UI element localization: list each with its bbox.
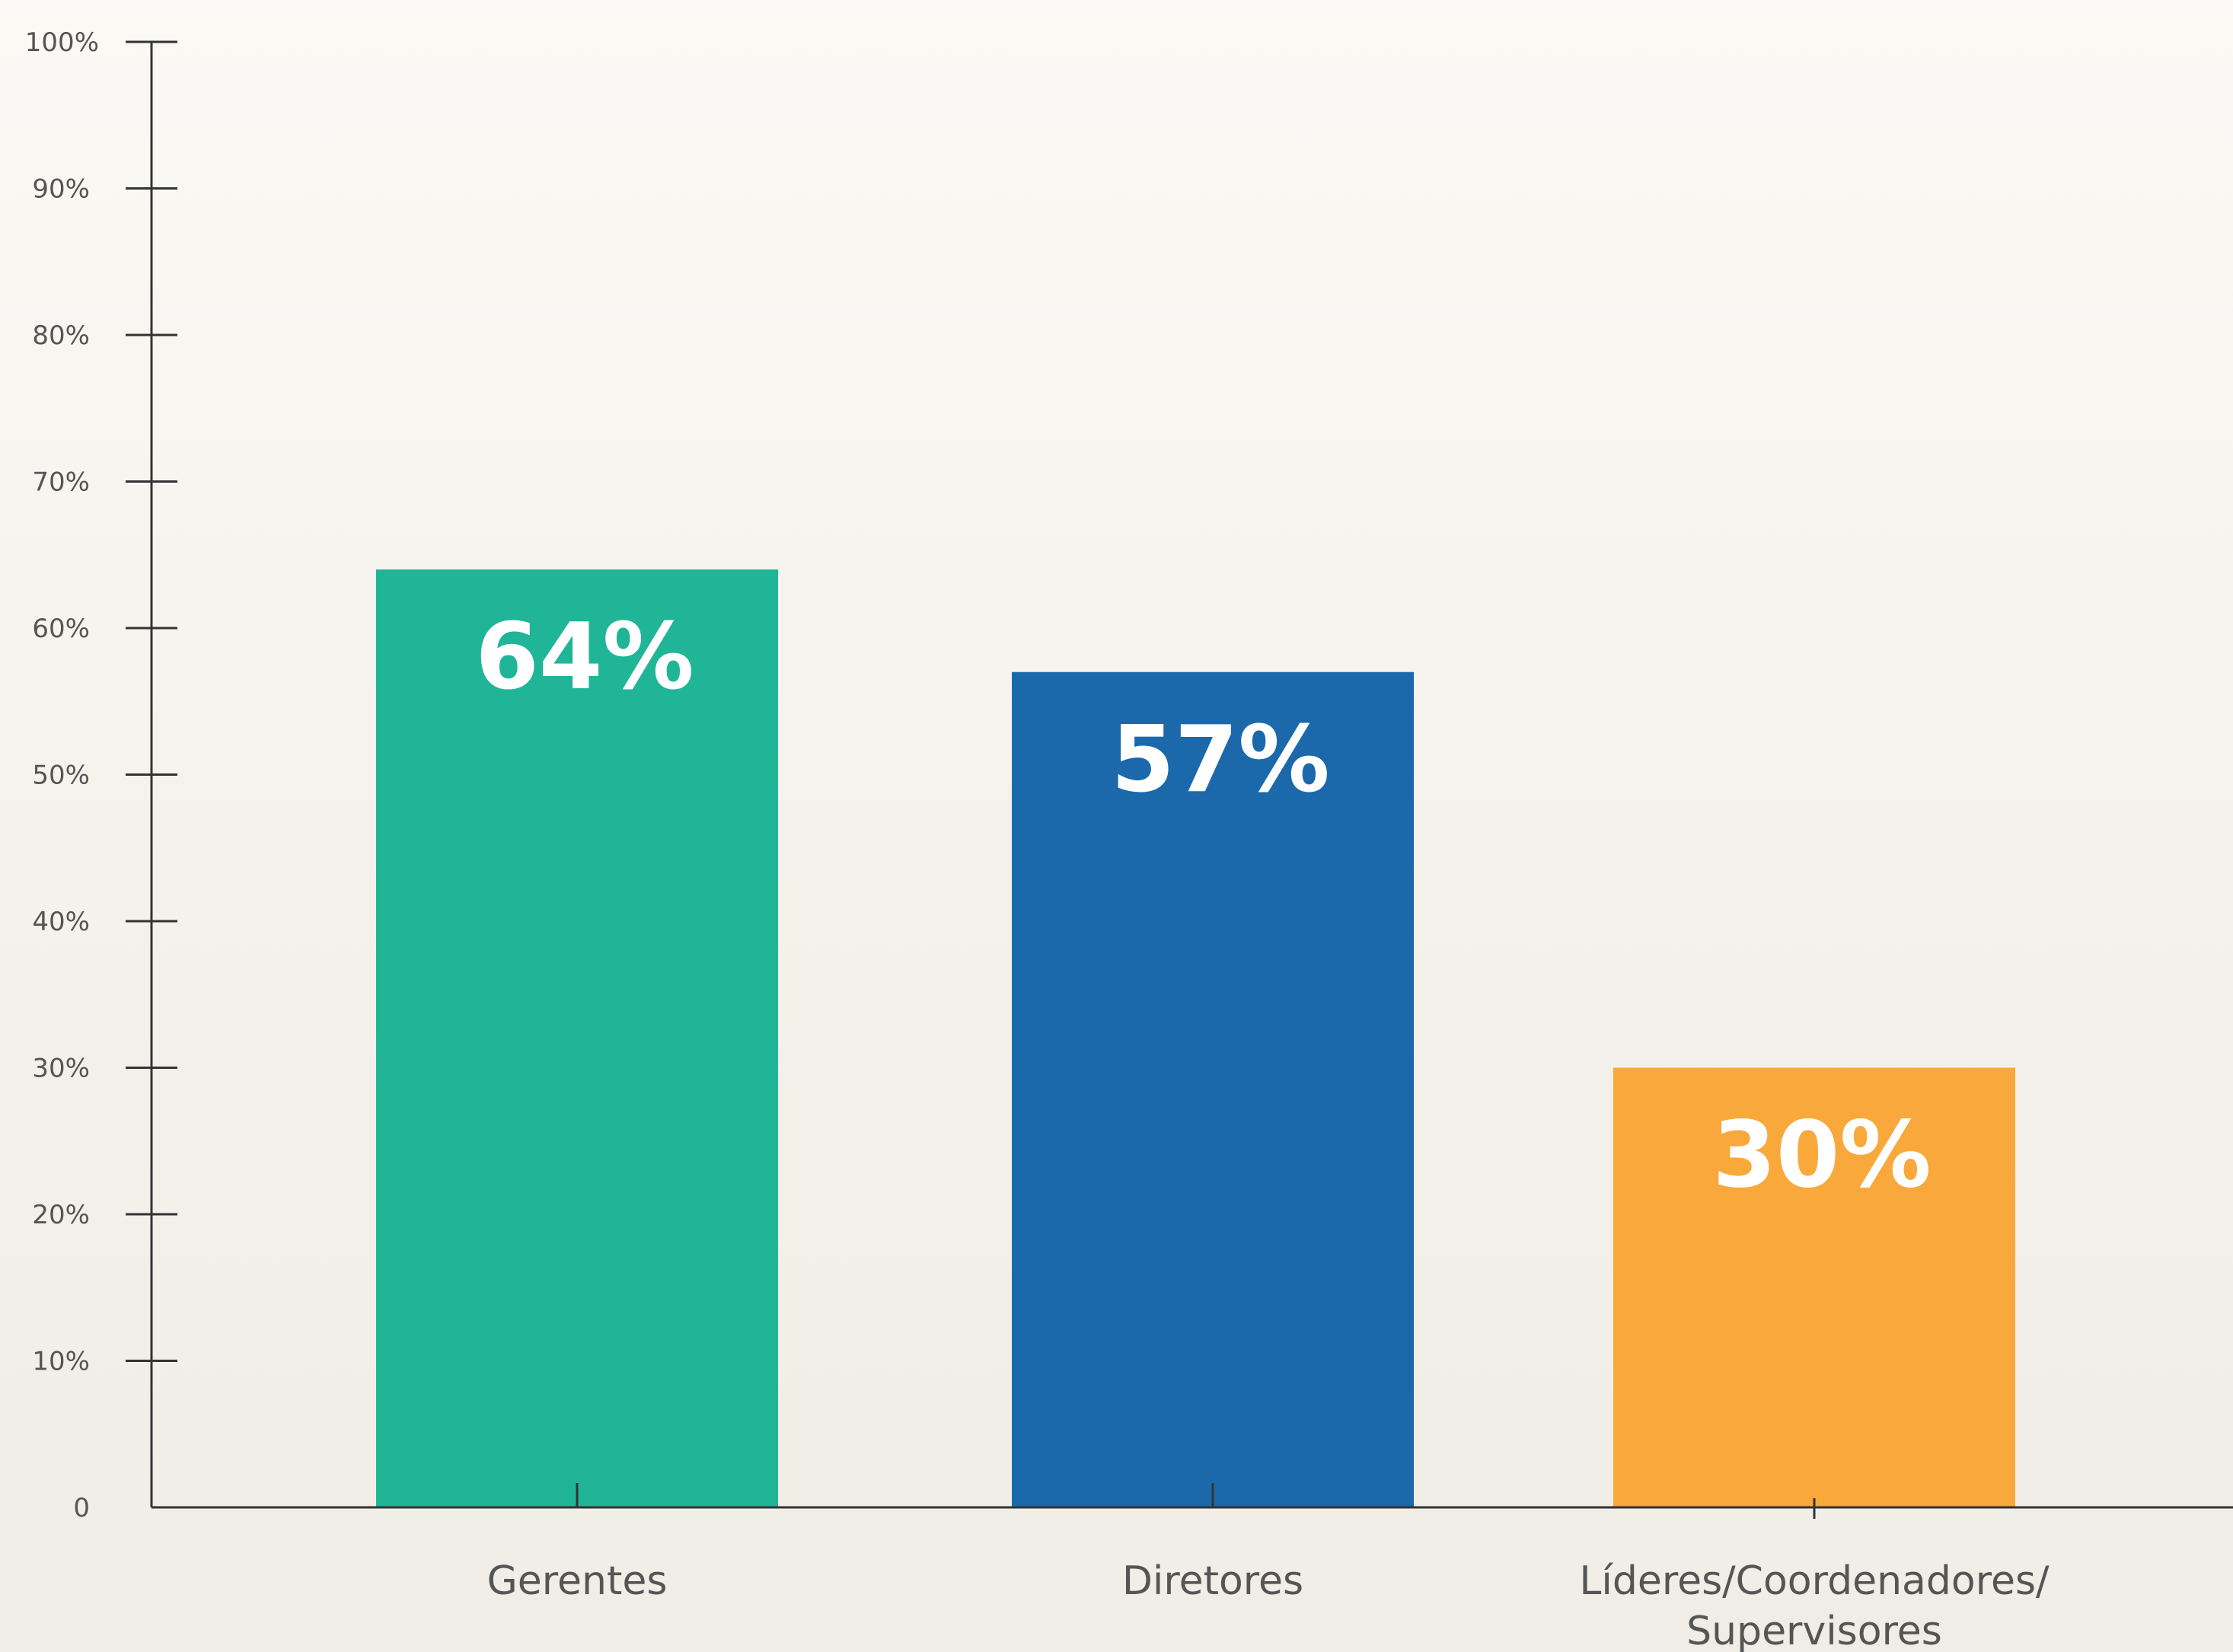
y-tick-label-50: 50%: [32, 761, 90, 791]
x-tick-label-2: Diretores: [1122, 1558, 1303, 1604]
y-tick-label-70: 70%: [32, 467, 90, 498]
y-tick-label-90: 90%: [32, 174, 90, 205]
bars-layer: [376, 569, 2015, 1507]
y-tick-label-20: 20%: [32, 1200, 90, 1230]
y-tick-label-0: 0: [73, 1493, 90, 1523]
y-tick-label-80: 80%: [32, 321, 90, 351]
bar-3: [1613, 1067, 2015, 1507]
y-tick-label-60: 60%: [32, 614, 90, 644]
y-tick-label-30: 30%: [32, 1054, 90, 1084]
y-tick-label-100: 100%: [25, 27, 99, 58]
x-tick-label-2-line-1: Diretores: [1122, 1558, 1303, 1604]
y-tick-label-10: 10%: [32, 1347, 90, 1377]
data-label-1: 64%: [475, 604, 694, 710]
axes-layer: [126, 40, 2233, 1519]
labels-layer: 64% 57% 30% 0 10% 20% 30% 40% 50% 60% 70% 80% 90% 100…: [25, 27, 2050, 1652]
bar-2: [1012, 671, 1414, 1507]
bar-1: [376, 569, 778, 1507]
y-tick-label-40: 40%: [32, 907, 90, 937]
x-tick-label-3-line-1: Líderes/Coordenadores/: [1579, 1558, 2050, 1604]
data-label-2: 57%: [1111, 707, 1329, 813]
x-tick-label-1-line-1: Gerentes: [487, 1558, 668, 1604]
data-label-3: 30%: [1712, 1103, 1931, 1209]
x-tick-label-3: Líderes/Coordenadores/Supervisores: [1579, 1558, 2050, 1652]
x-tick-label-3-line-2: Supervisores: [1686, 1609, 1942, 1652]
x-tick-label-1: Gerentes: [487, 1558, 668, 1604]
